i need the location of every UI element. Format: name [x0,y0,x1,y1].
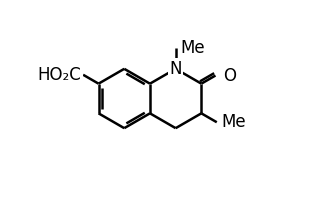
Text: Me: Me [181,39,205,57]
Text: O: O [223,67,236,85]
Text: N: N [169,60,182,78]
Text: Me: Me [222,113,246,131]
Text: HO₂C: HO₂C [38,66,81,84]
